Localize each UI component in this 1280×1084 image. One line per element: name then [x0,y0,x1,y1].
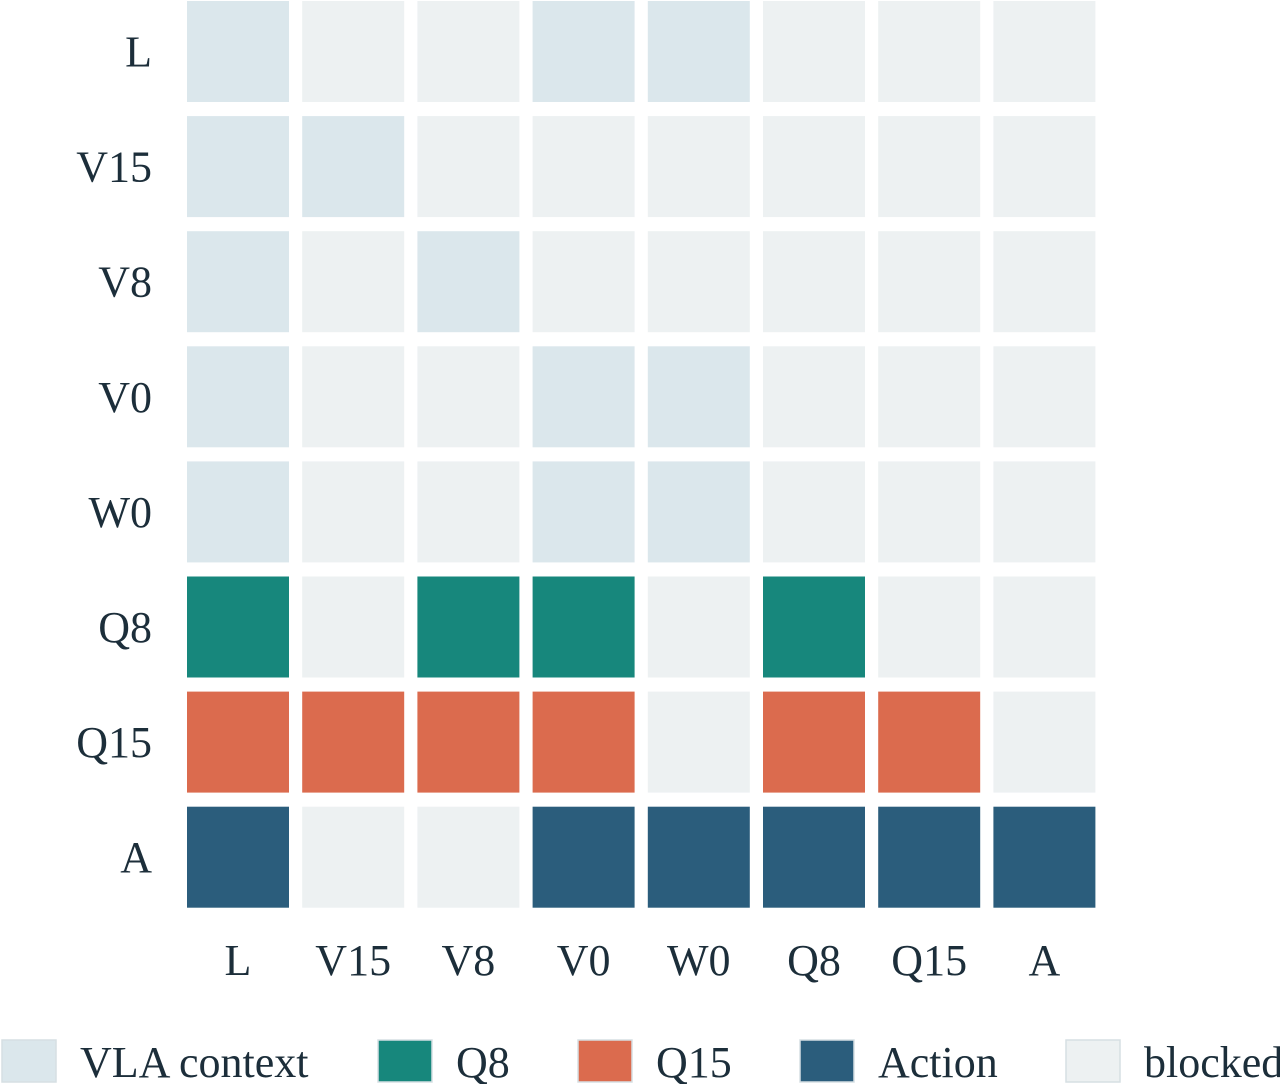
legend-swatch-q8 [377,1039,433,1083]
x-tick-label: Q8 [787,936,841,985]
y-tick-label: V8 [98,258,152,307]
y-tick-label: V0 [98,373,152,422]
heatmap-cell-q15-a [993,691,1096,793]
heatmap-cell-v15-q8 [763,116,865,218]
heatmap-cell-a-q15 [878,806,981,908]
heatmap-cell-v8-q15 [878,231,981,333]
heatmap-cell-a-w0 [647,806,750,908]
heatmap-cell-q8-v8 [417,576,520,678]
heatmap-cell-v0-a [993,346,1096,448]
heatmap-cell-a-l [187,806,289,908]
heatmap-cell-l-q15 [878,1,981,102]
heatmap-cell-a-v8 [417,806,520,908]
legend-swatch-blocked [1065,1039,1121,1083]
heatmap-cell-q8-v0 [532,576,635,678]
heatmap-cell-v15-w0 [647,116,750,218]
heatmap-cell-v0-q8 [763,346,865,448]
heatmap-cell-v15-q15 [878,116,981,218]
heatmap-cell-q15-l [187,691,289,793]
heatmap-cell-q8-v15 [302,576,405,678]
heatmap-cell-v0-l [187,346,289,448]
y-tick-label: L [125,28,152,77]
x-tick-label: V0 [557,936,611,985]
heatmap-cell-w0-a [993,461,1096,563]
legend-label-q15: Q15 [656,1038,732,1084]
heatmap-cell-w0-v0 [532,461,635,563]
heatmap-cell-q8-w0 [647,576,750,678]
x-tick-label: L [225,936,252,985]
heatmap-cell-q15-q15 [878,691,981,793]
heatmap-cell-a-q8 [763,806,865,908]
heatmap-cell-v0-v8 [417,346,520,448]
x-tick-label: A [1029,936,1061,985]
heatmap-cell-l-w0 [647,1,750,102]
heatmap-cell-q15-v0 [532,691,635,793]
x-tick-label: V15 [315,936,391,985]
heatmap-cell-q15-v8 [417,691,520,793]
heatmap-cell-v0-w0 [647,346,750,448]
heatmap-cell-v8-l [187,231,289,333]
heatmap-cell-w0-v8 [417,461,520,563]
heatmap-cell-l-a [993,1,1096,102]
x-tick-label: Q15 [891,936,967,985]
legend: VLA context Q8 Q15 Action blocked [1,1038,1280,1084]
heatmap-cell-w0-q15 [878,461,981,563]
heatmap-cell-a-v15 [302,806,405,908]
y-tick-label: V15 [76,143,152,192]
legend-swatch-action [799,1039,855,1083]
heatmap-cell-v8-q8 [763,231,865,333]
heatmap-cells [187,1,1096,908]
heatmap-cell-q15-w0 [647,691,750,793]
heatmap-cell-v8-a [993,231,1096,333]
heatmap-cell-v15-v0 [532,116,635,218]
y-tick-label: W0 [88,488,152,537]
heatmap-cell-w0-v15 [302,461,405,563]
heatmap-cell-l-v0 [532,1,635,102]
legend-label-context: VLA context [80,1038,309,1084]
heatmap-cell-v8-v15 [302,231,405,333]
heatmap-cell-a-a [993,806,1096,908]
heatmap-cell-q8-a [993,576,1096,678]
heatmap-cell-w0-q8 [763,461,865,563]
y-tick-label: Q15 [76,718,152,767]
heatmap-cell-q15-v15 [302,691,405,793]
legend-label-q8: Q8 [456,1038,510,1084]
heatmap-cell-w0-l [187,461,289,563]
x-tick-label: W0 [667,936,731,985]
heatmap-cell-v8-v0 [532,231,635,333]
heatmap-cell-a-v0 [532,806,635,908]
legend-label-action: Action [878,1038,998,1084]
heatmap-cell-l-v8 [417,1,520,102]
heatmap-cell-q15-q8 [763,691,865,793]
heatmap-cell-v0-q15 [878,346,981,448]
x-tick-labels: L V15 V8 V0 W0 Q8 Q15 A [225,936,1061,985]
heatmap-cell-w0-w0 [647,461,750,563]
heatmap-cell-q8-l [187,576,289,678]
heatmap-cell-l-q8 [763,1,865,102]
legend-label-blocked: blocked [1144,1038,1280,1084]
x-tick-label: V8 [442,936,496,985]
heatmap-cell-v15-l [187,116,289,218]
heatmap-cell-v15-a [993,116,1096,218]
heatmap-cell-v15-v8 [417,116,520,218]
heatmap-cell-v8-v8 [417,231,520,333]
heatmap-cell-v0-v0 [532,346,635,448]
heatmap-cell-q8-q15 [878,576,981,678]
heatmap-cell-l-v15 [302,1,405,102]
y-tick-labels: L V15 V8 V0 W0 Q8 Q15 A [76,28,152,883]
heatmap-cell-l-l [187,1,289,102]
heatmap-cell-v15-v15 [302,116,405,218]
heatmap-cell-v8-w0 [647,231,750,333]
y-tick-label: Q8 [98,603,152,652]
y-tick-label: A [120,833,152,882]
legend-swatch-context [1,1039,57,1083]
legend-swatch-q15 [577,1039,633,1083]
heatmap-cell-v0-v15 [302,346,405,448]
heatmap-cell-q8-q8 [763,576,865,678]
